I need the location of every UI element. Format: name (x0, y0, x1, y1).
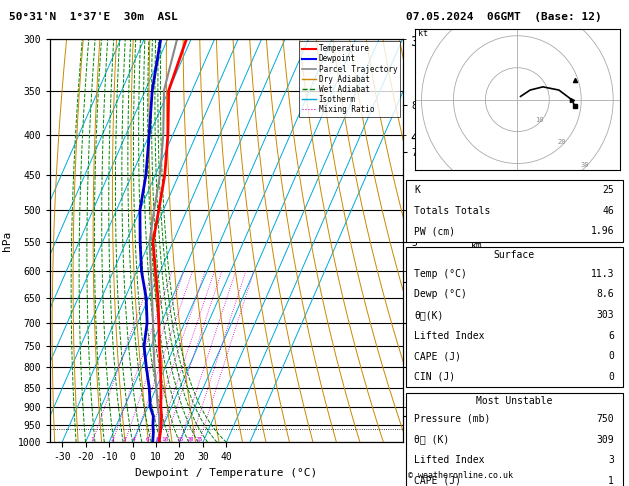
Text: CAPE (J): CAPE (J) (415, 351, 462, 361)
Text: 46: 46 (603, 206, 614, 216)
Text: Temp (°C): Temp (°C) (415, 269, 467, 278)
Text: Dewp (°C): Dewp (°C) (415, 289, 467, 299)
Text: 10: 10 (161, 437, 169, 442)
Text: 11.3: 11.3 (591, 269, 614, 278)
Text: PW (cm): PW (cm) (415, 226, 455, 236)
Text: K: K (415, 185, 420, 195)
Text: 0: 0 (608, 351, 614, 361)
Text: Most Unstable: Most Unstable (476, 396, 552, 406)
Text: 25: 25 (603, 185, 614, 195)
Text: 3: 3 (123, 437, 126, 442)
Text: 0: 0 (608, 372, 614, 382)
Text: 309: 309 (596, 434, 614, 445)
Text: 8: 8 (155, 437, 159, 442)
Text: CIN (J): CIN (J) (415, 372, 455, 382)
Text: 4: 4 (132, 437, 136, 442)
Text: CAPE (J): CAPE (J) (415, 476, 462, 486)
Y-axis label: hPa: hPa (3, 230, 12, 251)
Text: 8.6: 8.6 (596, 289, 614, 299)
Text: 6: 6 (608, 330, 614, 341)
Text: 20: 20 (558, 139, 566, 145)
Text: Totals Totals: Totals Totals (415, 206, 491, 216)
Text: 25: 25 (196, 437, 203, 442)
X-axis label: Dewpoint / Temperature (°C): Dewpoint / Temperature (°C) (135, 468, 318, 478)
Text: 07.05.2024  06GMT  (Base: 12): 07.05.2024 06GMT (Base: 12) (406, 12, 601, 22)
Text: θᴇ(K): θᴇ(K) (415, 310, 444, 320)
Text: Surface: Surface (494, 250, 535, 260)
Y-axis label: km
ASL: km ASL (468, 241, 486, 262)
Text: θᴇ (K): θᴇ (K) (415, 434, 450, 445)
Bar (406, 180, 623, 242)
Text: Lifted Index: Lifted Index (415, 330, 485, 341)
Text: 10: 10 (535, 117, 544, 123)
Text: 20: 20 (187, 437, 194, 442)
Text: 6: 6 (145, 437, 149, 442)
Text: 1.96: 1.96 (591, 226, 614, 236)
Text: 3: 3 (608, 455, 614, 465)
Text: 30: 30 (580, 162, 589, 168)
Legend: Temperature, Dewpoint, Parcel Trajectory, Dry Adiabat, Wet Adiabat, Isotherm, Mi: Temperature, Dewpoint, Parcel Trajectory… (299, 41, 400, 117)
Text: © weatheronline.co.uk: © weatheronline.co.uk (408, 471, 513, 480)
Text: 15: 15 (176, 437, 184, 442)
Bar (406, 247, 623, 387)
Text: kt: kt (418, 29, 428, 38)
Text: Lifted Index: Lifted Index (415, 455, 485, 465)
Text: 50°31'N  1°37'E  30m  ASL: 50°31'N 1°37'E 30m ASL (9, 12, 178, 22)
Bar (406, 393, 623, 486)
Text: Pressure (mb): Pressure (mb) (415, 414, 491, 424)
Text: 2: 2 (111, 437, 114, 442)
Text: 1: 1 (91, 437, 94, 442)
Text: LCL: LCL (406, 424, 421, 433)
Text: 750: 750 (596, 414, 614, 424)
Text: 303: 303 (596, 310, 614, 320)
Text: 1: 1 (608, 476, 614, 486)
